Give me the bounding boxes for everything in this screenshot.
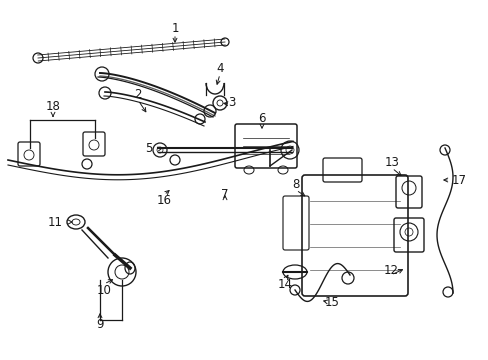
Text: 7: 7 xyxy=(221,189,228,202)
Text: 15: 15 xyxy=(325,296,339,309)
Text: 4: 4 xyxy=(216,62,224,75)
Text: 9: 9 xyxy=(96,319,103,332)
Text: 3: 3 xyxy=(227,95,235,108)
Text: 1: 1 xyxy=(171,22,179,35)
Text: 8: 8 xyxy=(292,179,299,192)
Text: 5: 5 xyxy=(145,141,153,154)
Text: 18: 18 xyxy=(45,100,61,113)
Text: 13: 13 xyxy=(384,156,399,168)
Text: 2: 2 xyxy=(134,89,142,102)
Text: 6: 6 xyxy=(258,112,265,125)
Text: 11: 11 xyxy=(48,216,63,229)
Text: 16: 16 xyxy=(156,194,171,207)
Text: 14: 14 xyxy=(277,279,292,292)
Text: 17: 17 xyxy=(451,174,466,186)
Text: 10: 10 xyxy=(96,284,111,297)
Text: 12: 12 xyxy=(383,264,398,276)
